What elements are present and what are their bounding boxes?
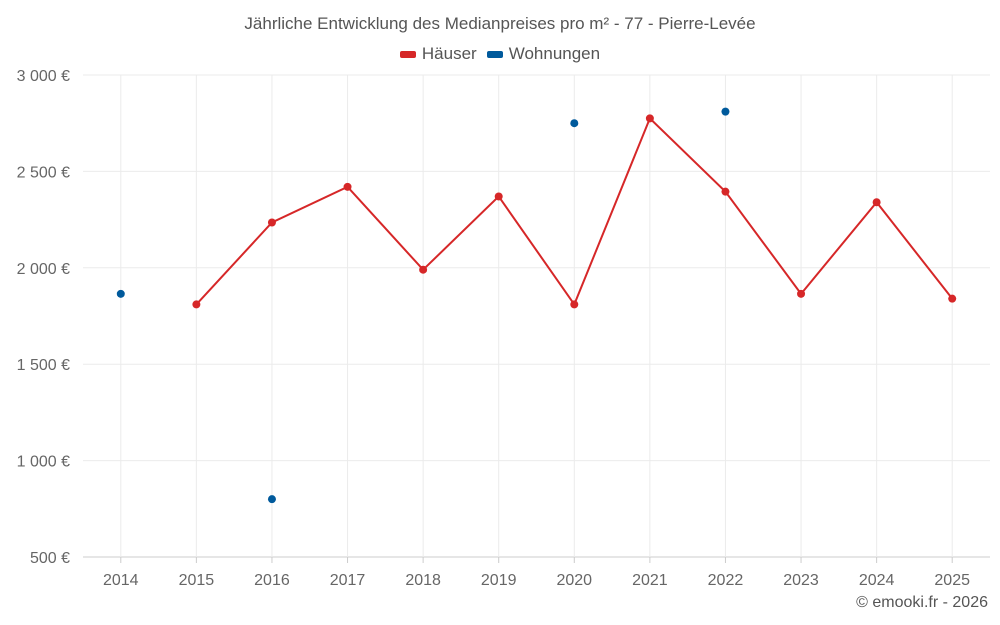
legend-item-apartments[interactable]: Wohnungen (486, 44, 601, 64)
data-point-houses (570, 300, 579, 309)
y-tick-label: 500 € (30, 550, 70, 567)
legend-swatch-houses (399, 50, 416, 58)
y-tick-label: 2 500 € (17, 164, 70, 181)
data-point-houses (419, 265, 428, 274)
data-point-houses (797, 289, 806, 298)
data-point-houses (872, 198, 881, 207)
data-point-apartments (721, 107, 730, 116)
chart-title: Jährliche Entwicklung des Medianpreises … (244, 14, 756, 33)
data-point-houses (267, 218, 276, 227)
legend-label-apartments: Wohnungen (508, 44, 601, 63)
x-tick-label: 2021 (632, 572, 668, 589)
legend-label-houses: Häuser (421, 44, 477, 63)
x-tick-label: 2019 (481, 572, 517, 589)
x-tick-label: 2020 (556, 572, 592, 589)
x-tick-label: 2015 (179, 572, 215, 589)
data-point-houses (948, 294, 957, 303)
legend-swatch-apartments (486, 50, 503, 58)
credit-text: © emooki.fr - 2026 (856, 594, 988, 611)
data-point-houses (192, 300, 201, 309)
x-tick-label: 2014 (103, 572, 139, 589)
y-tick-label: 3 000 € (17, 68, 70, 85)
y-tick-label: 1 000 € (17, 454, 70, 471)
x-tick-label: 2022 (708, 572, 744, 589)
x-tick-label: 2025 (934, 572, 970, 589)
x-tick-label: 2017 (330, 572, 366, 589)
data-point-apartments (116, 289, 125, 298)
data-point-houses (645, 114, 654, 123)
y-tick-label: 1 500 € (17, 357, 70, 374)
x-tick-label: 2023 (783, 572, 819, 589)
x-tick-label: 2018 (405, 572, 441, 589)
legend: Häuser Wohnungen (0, 44, 1000, 64)
data-point-houses (343, 182, 352, 191)
y-tick-label: 2 000 € (17, 261, 70, 278)
data-point-apartments (570, 119, 579, 128)
data-point-houses (721, 187, 730, 196)
data-point-houses (494, 192, 503, 201)
x-tick-label: 2016 (254, 572, 290, 589)
data-point-apartments (267, 495, 276, 504)
x-tick-label: 2024 (859, 572, 895, 589)
legend-item-houses[interactable]: Häuser (399, 44, 477, 64)
